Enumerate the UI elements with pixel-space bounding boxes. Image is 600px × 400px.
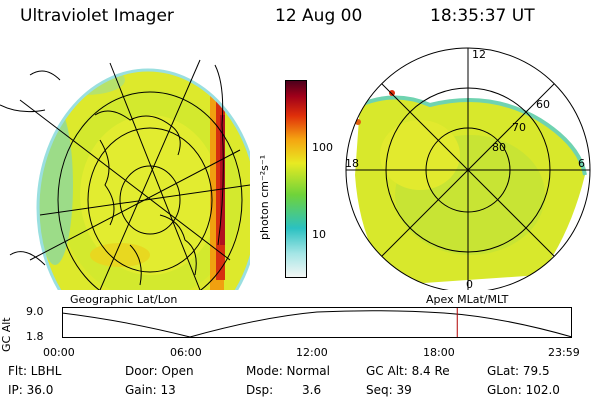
altitude-plot <box>62 307 573 338</box>
footer-dsp-label: Dsp: <box>246 383 274 397</box>
right-panel-caption: Apex MLat/MLT <box>426 293 509 306</box>
footer-ip: IP: 36.0 <box>8 383 54 397</box>
footer-gc-alt: GC Alt: 8.4 Re <box>366 364 450 378</box>
footer-glat: GLat: 79.5 <box>487 364 550 378</box>
mlt-label-right: 6 <box>578 157 585 170</box>
geographic-image <box>0 59 250 290</box>
lat-label-80: 80 <box>492 141 506 154</box>
altitude-x-tick-0: 00:00 <box>43 346 75 359</box>
mlt-label-top: 12 <box>472 48 486 61</box>
colorbar-tick-100: 100 <box>312 141 333 154</box>
date-label: 12 Aug 00 <box>275 6 363 26</box>
altitude-x-tick-4: 23:59 <box>548 346 580 359</box>
colorbar-unit-label: photon cm⁻²s⁻¹ <box>258 154 271 240</box>
altitude-x-tick-1: 06:00 <box>170 346 202 359</box>
colorbar-tick-10: 10 <box>312 228 326 241</box>
footer-dsp-value: 3.6 <box>302 383 322 397</box>
lat-label-60: 60 <box>536 98 550 111</box>
instrument-title: Ultraviolet Imager <box>20 6 174 26</box>
colorbar <box>285 80 307 278</box>
footer-flt: Flt: LBHL <box>8 364 62 378</box>
altitude-axis-label: GC Alt <box>0 317 13 352</box>
altitude-tick-min: 1.8 <box>26 330 44 343</box>
footer-gain: Gain: 13 <box>125 383 176 397</box>
altitude-tick-max: 9.0 <box>26 305 44 318</box>
lat-label-70: 70 <box>512 121 526 134</box>
mlt-label-left: 18 <box>345 157 359 170</box>
footer-door: Door: Open <box>125 364 194 378</box>
mlt-label-bottom: 0 <box>466 278 473 291</box>
altitude-x-tick-3: 18:00 <box>423 346 455 359</box>
mlat-mlt-plot <box>345 47 591 290</box>
footer-glon: GLon: 102.0 <box>487 383 560 397</box>
footer-seq: Seq: 39 <box>366 383 412 397</box>
footer-mode: Mode: Normal <box>246 364 330 378</box>
left-panel-caption: Geographic Lat/Lon <box>70 293 178 306</box>
time-label: 18:35:37 UT <box>430 6 535 26</box>
altitude-x-tick-2: 12:00 <box>296 346 328 359</box>
